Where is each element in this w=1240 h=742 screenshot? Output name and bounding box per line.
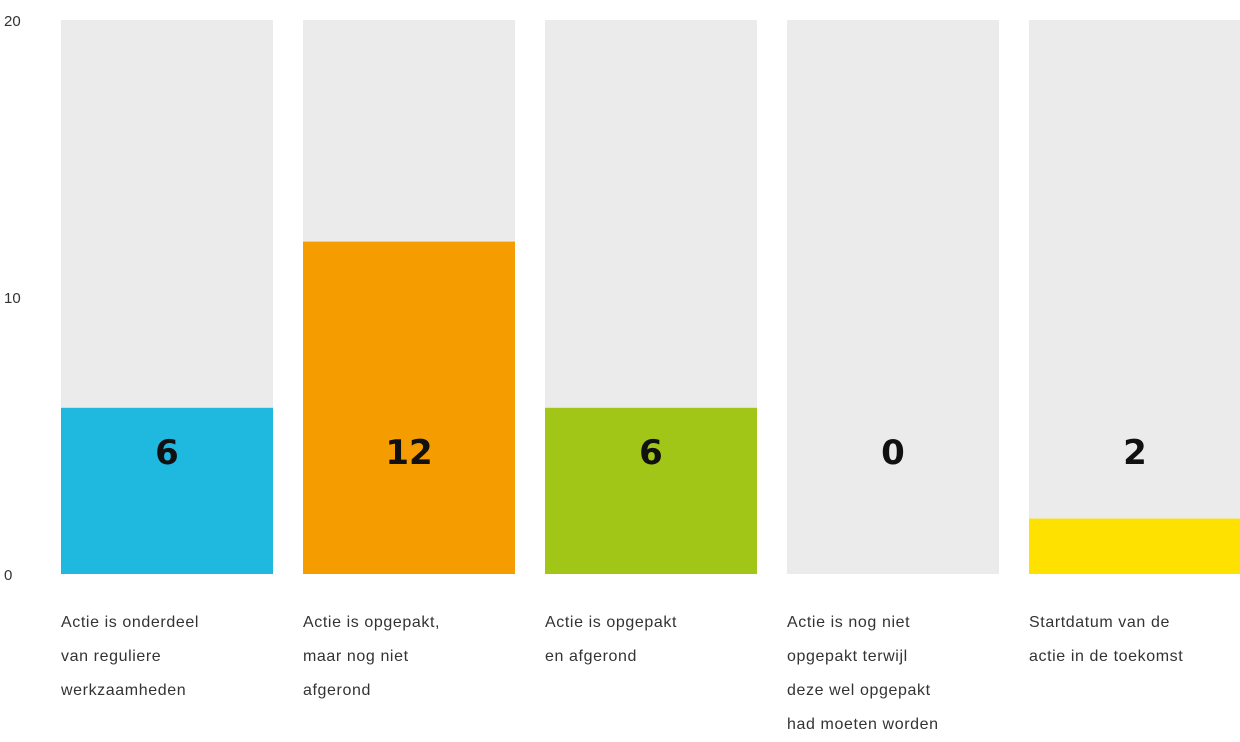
y-axis: 0 10 20 [4, 13, 21, 584]
bar-value-label: 0 [881, 433, 905, 473]
bars [61, 241, 1240, 574]
x-category-label: Actie is onderdeel van reguliere werkzaa… [61, 614, 199, 699]
y-tick-label: 10 [4, 290, 21, 307]
bar-value-label: 12 [385, 433, 432, 473]
bar-value-label: 6 [155, 433, 179, 473]
bar-track [787, 20, 999, 574]
bar [545, 407, 757, 574]
y-tick-label: 0 [4, 567, 12, 584]
bar-value-label: 6 [639, 433, 663, 473]
x-category-label: Actie is opgepakt, maar nog niet afgeron… [303, 614, 441, 699]
bar [1029, 518, 1240, 574]
bar [61, 407, 273, 574]
x-category-label: Startdatum van de actie in de toekomst [1029, 614, 1184, 665]
bar [303, 241, 515, 574]
x-category-label: Actie is nog niet opgepakt terwijl deze … [787, 614, 939, 733]
bar-value-label: 2 [1123, 433, 1147, 473]
y-tick-label: 20 [4, 13, 21, 30]
value-labels: 6 12 6 0 2 [155, 433, 1147, 473]
bar-track [1029, 20, 1240, 574]
x-category-label: Actie is opgepakt en afgerond [545, 614, 678, 665]
